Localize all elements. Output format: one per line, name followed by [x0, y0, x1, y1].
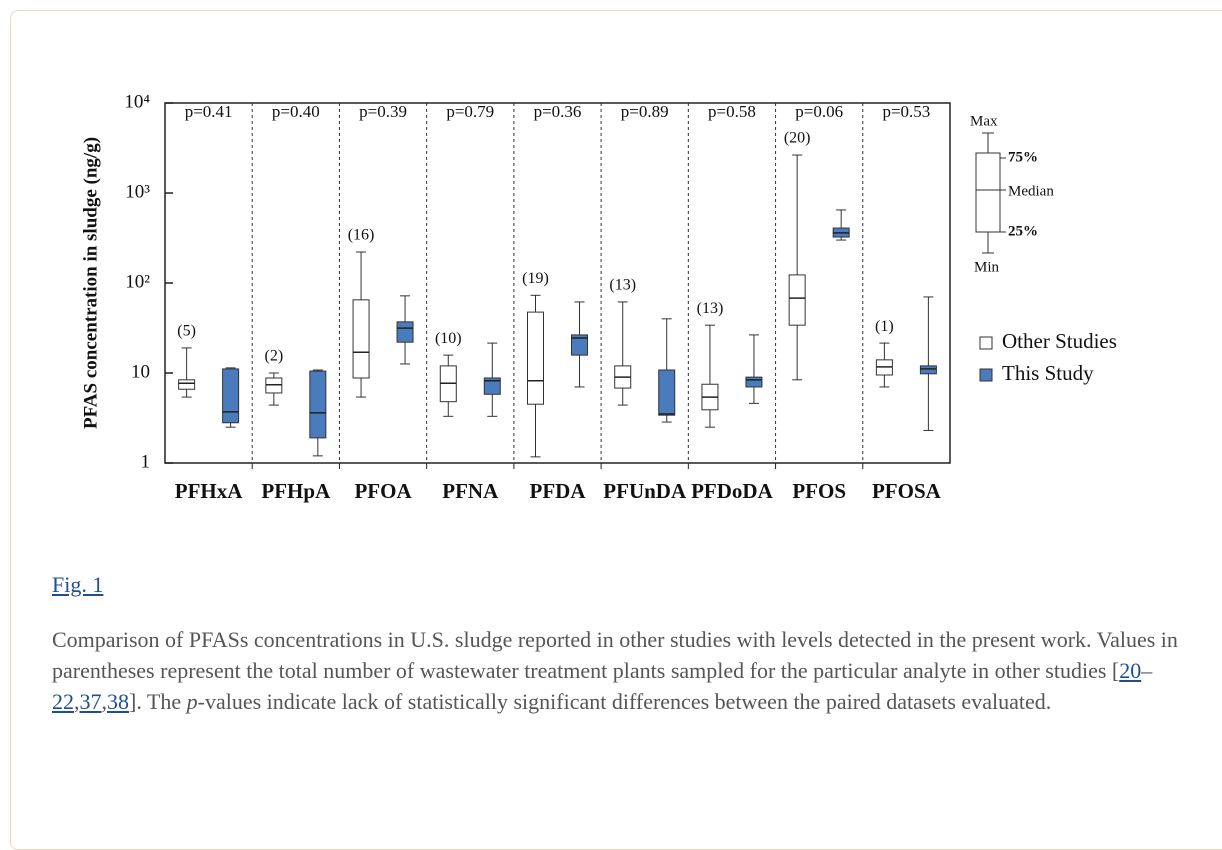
n-label: (13): [609, 277, 636, 294]
p-value: p=0.39: [359, 102, 407, 121]
legend-swatch: [979, 368, 993, 382]
x-tick-label: PFUnDA: [603, 479, 687, 503]
box: [745, 376, 763, 388]
key-box: [975, 152, 1001, 233]
box: [571, 334, 588, 356]
key-label: Max: [970, 113, 998, 129]
x-tick-label: PFHxA: [175, 479, 243, 503]
caption-text: p: [186, 689, 198, 714]
p-value: p=0.58: [708, 102, 756, 121]
x-tick-label: PFHpA: [261, 479, 331, 503]
p-value: p=0.89: [621, 102, 669, 121]
box: [919, 365, 937, 375]
x-tick-label: PFDA: [530, 479, 587, 503]
reference-link[interactable]: 37: [79, 689, 102, 714]
n-label: (19): [522, 270, 549, 287]
y-axis-label: PFAS concentration in sludge (ng/g): [80, 137, 101, 429]
y-tick-label: 10: [131, 361, 150, 382]
box: [309, 370, 327, 439]
y-tick-label: 10⁴: [124, 91, 150, 112]
legend-label: Other Studies: [1002, 329, 1117, 353]
box: [178, 379, 196, 390]
figure-link[interactable]: Fig. 1: [52, 572, 104, 597]
p-value: p=0.53: [882, 102, 930, 121]
box: [483, 377, 501, 395]
figure-caption: Comparison of PFASs concentrations in U.…: [52, 624, 1192, 717]
x-tick-label: PFOA: [354, 479, 412, 503]
box: [658, 369, 676, 416]
legend-key-diagram: [975, 132, 1006, 254]
plot-frame: [164, 102, 951, 464]
box: [788, 274, 806, 326]
box: [222, 368, 240, 424]
p-value: p=0.41: [185, 102, 233, 121]
x-tick-label: PFOSA: [872, 479, 942, 503]
box: [396, 321, 414, 343]
box: [527, 311, 544, 405]
caption-text: Comparison of PFASs concentrations in U.…: [52, 627, 1178, 683]
n-label: (5): [177, 323, 196, 340]
y-tick-label: 10³: [125, 181, 150, 202]
n-label: (13): [697, 300, 724, 317]
reference-link[interactable]: 38: [107, 689, 129, 714]
n-label: (20): [784, 130, 811, 147]
p-value: p=0.06: [795, 102, 843, 121]
caption-text: ,: [101, 689, 108, 714]
n-label: (2): [265, 348, 284, 365]
caption-text: ,: [74, 689, 80, 714]
caption-text: ]. The: [129, 689, 187, 714]
reference-link[interactable]: 22: [52, 689, 74, 714]
x-tick-label: PFDoDA: [691, 479, 773, 503]
caption-text: -values indicate lack of statistically s…: [197, 689, 1052, 714]
p-value: p=0.79: [446, 102, 494, 121]
n-label: (16): [348, 227, 375, 244]
x-tick-label: PFOS: [792, 479, 846, 503]
caption-text: –: [1141, 658, 1153, 683]
n-label: (10): [435, 330, 462, 347]
p-value: p=0.36: [534, 102, 582, 121]
box: [352, 299, 370, 379]
legend-label: This Study: [1002, 361, 1094, 385]
chart: PFAS concentration in sludge (ng/g) Max …: [80, 91, 1117, 503]
key-label: 25%: [1008, 223, 1038, 239]
p-value: p=0.40: [272, 102, 320, 121]
y-tick-label: 1: [141, 451, 151, 472]
key-label: Min: [974, 259, 1000, 275]
x-tick-label: PFNA: [442, 479, 499, 503]
n-label: (1): [875, 318, 894, 335]
y-tick-label: 10²: [125, 271, 150, 292]
key-label: 75%: [1008, 149, 1038, 165]
reference-link[interactable]: 20: [1119, 658, 1142, 683]
legend-swatch: [979, 336, 993, 350]
key-label: Median: [1008, 183, 1054, 199]
